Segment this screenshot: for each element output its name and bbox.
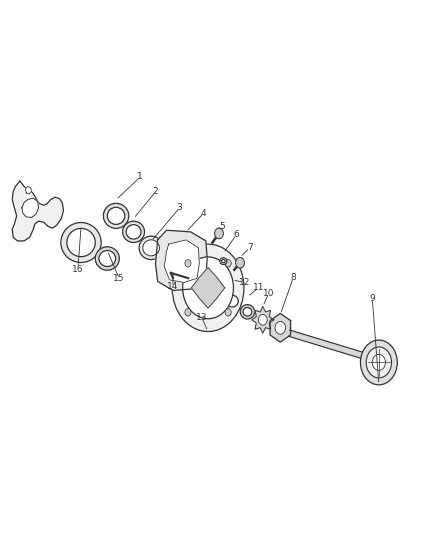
Ellipse shape xyxy=(126,225,141,239)
Ellipse shape xyxy=(67,228,95,257)
Text: 11: 11 xyxy=(253,284,264,292)
Ellipse shape xyxy=(143,240,159,256)
Ellipse shape xyxy=(103,203,129,229)
Polygon shape xyxy=(270,313,290,342)
Text: 8: 8 xyxy=(290,273,297,281)
Text: 2: 2 xyxy=(153,188,158,196)
Polygon shape xyxy=(252,306,274,333)
Circle shape xyxy=(225,309,231,316)
Ellipse shape xyxy=(95,247,119,270)
Text: 14: 14 xyxy=(167,282,179,291)
Polygon shape xyxy=(191,268,225,308)
Text: 5: 5 xyxy=(219,222,226,231)
Text: 3: 3 xyxy=(177,204,183,212)
Ellipse shape xyxy=(107,207,125,224)
Circle shape xyxy=(215,228,223,239)
Text: 10: 10 xyxy=(263,289,275,297)
Ellipse shape xyxy=(220,258,227,265)
Polygon shape xyxy=(289,330,368,360)
Ellipse shape xyxy=(243,308,252,316)
Circle shape xyxy=(172,244,244,332)
Text: 7: 7 xyxy=(247,244,253,252)
Text: 6: 6 xyxy=(233,230,240,239)
Ellipse shape xyxy=(226,295,238,307)
Ellipse shape xyxy=(99,251,116,266)
Ellipse shape xyxy=(223,292,241,310)
Circle shape xyxy=(275,321,286,334)
Circle shape xyxy=(372,354,385,370)
Text: 9: 9 xyxy=(369,294,375,303)
Circle shape xyxy=(360,340,397,385)
Circle shape xyxy=(366,347,392,378)
Circle shape xyxy=(185,309,191,316)
Polygon shape xyxy=(22,198,39,217)
Text: 12: 12 xyxy=(239,278,250,287)
Polygon shape xyxy=(164,240,199,282)
Text: 16: 16 xyxy=(72,265,84,273)
Text: 4: 4 xyxy=(201,209,206,217)
Polygon shape xyxy=(25,187,32,194)
Circle shape xyxy=(236,257,244,268)
Circle shape xyxy=(183,257,233,319)
Text: 13: 13 xyxy=(196,313,207,321)
Polygon shape xyxy=(155,230,207,290)
Ellipse shape xyxy=(240,305,254,319)
Circle shape xyxy=(185,260,191,267)
Ellipse shape xyxy=(123,221,145,243)
Text: 1: 1 xyxy=(137,173,143,181)
Ellipse shape xyxy=(139,236,163,260)
Ellipse shape xyxy=(222,260,225,263)
Polygon shape xyxy=(12,181,64,241)
Ellipse shape xyxy=(61,223,101,263)
Circle shape xyxy=(258,314,267,325)
Circle shape xyxy=(225,260,231,267)
Text: 15: 15 xyxy=(113,274,125,282)
